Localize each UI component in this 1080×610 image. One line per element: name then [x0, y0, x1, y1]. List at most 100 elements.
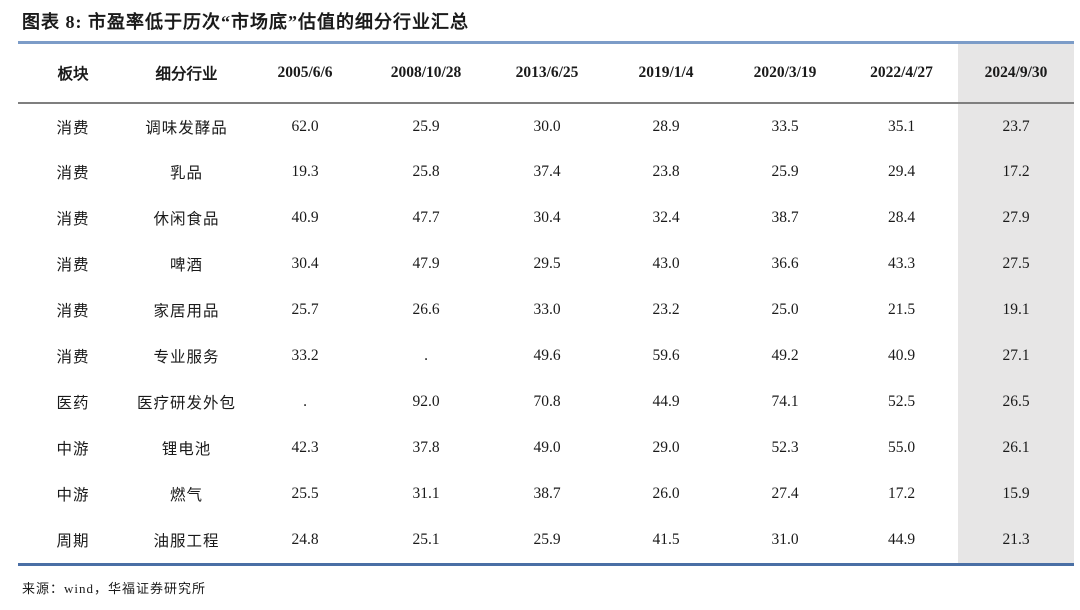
- value-cell: 35.1: [887, 117, 916, 135]
- value-cell: 27.4: [771, 485, 799, 502]
- value-cell: 40.9: [291, 209, 319, 226]
- industry-cell: 啤酒: [169, 257, 203, 274]
- value-cell: 36.6: [771, 255, 799, 272]
- top-rule: [18, 41, 1074, 44]
- value-cell: 28.9: [652, 117, 680, 135]
- value-cell: 24.8: [291, 531, 319, 548]
- column-header: 板块: [18, 44, 128, 104]
- value-cell: 52.5: [887, 393, 916, 410]
- table-row: 消费 专业服务 33.2. 49.6 59.6 49.2 40.9 27.1: [18, 333, 1074, 379]
- value-cell: 25.0: [771, 301, 799, 318]
- table-row: 中游 锂电池 42.3 37.8 49.0 29.0 52.3 55.0 26.1: [18, 425, 1074, 471]
- value-cell: 30.4: [291, 255, 319, 272]
- column-header: 细分行业: [128, 44, 245, 104]
- table-row: 消费 休闲食品 40.9 47.7 30.4 32.4 38.7 28.4 27.9: [18, 195, 1074, 241]
- value-cell: 25.5: [291, 485, 319, 502]
- value-cell: 30.0: [533, 117, 561, 135]
- value-cell: 49.6: [533, 347, 561, 364]
- value-cell: 55.0: [887, 439, 916, 456]
- value-cell: 23.2: [652, 301, 680, 318]
- sector-cell: 医药: [56, 395, 90, 412]
- column-header: 2022/4/27: [845, 44, 958, 104]
- sector-cell: 消费: [56, 119, 90, 137]
- industry-cell: 休闲食品: [153, 211, 220, 228]
- value-cell: 43.0: [652, 255, 680, 272]
- value-cell: 29.5: [533, 255, 561, 272]
- value-cell: 26.6: [412, 301, 440, 318]
- value-cell: 21.3: [958, 517, 1074, 563]
- value-cell: 23.8: [652, 163, 680, 180]
- value-cell: 32.4: [652, 209, 680, 226]
- column-header: 2024/9/30: [958, 44, 1074, 104]
- value-cell: 37.4: [533, 163, 561, 180]
- sector-cell: 消费: [56, 303, 90, 320]
- sector-cell: 消费: [56, 257, 90, 274]
- table-row: 医药 医疗研发外包. 92.0 70.8 44.9 74.1 52.5 26.5: [18, 379, 1074, 425]
- figure-title: 图表 8: 市盈率低于历次“市场底”估值的细分行业汇总: [22, 12, 469, 32]
- value-cell: 33.5: [771, 117, 799, 135]
- value-cell: 25.7: [291, 301, 319, 318]
- value-cell: 23.7: [958, 103, 1074, 149]
- sector-cell: 消费: [56, 165, 90, 182]
- value-cell: 17.2: [958, 149, 1074, 195]
- table-row: 消费 乳品 19.3 25.8 37.4 23.8 25.9 29.4 17.2: [18, 149, 1074, 195]
- value-cell: 62.0: [291, 117, 319, 135]
- value-cell: 26.1: [958, 425, 1074, 471]
- value-cell: 26.0: [652, 485, 680, 502]
- value-cell: 28.4: [887, 209, 916, 226]
- column-header: 2008/10/28: [365, 44, 487, 104]
- value-cell: 29.0: [652, 439, 680, 456]
- column-header: 2013/6/25: [487, 44, 607, 104]
- industry-cell: 专业服务: [153, 349, 220, 366]
- value-cell: 21.5: [887, 301, 916, 318]
- value-cell: 33.0: [533, 301, 561, 318]
- column-header: 2019/1/4: [607, 44, 725, 104]
- value-cell: 40.9: [887, 347, 916, 364]
- industry-cell: 燃气: [169, 487, 203, 504]
- sector-cell: 周期: [56, 533, 90, 550]
- source-note: 来源：wind，华福证券研究所: [22, 581, 207, 596]
- table-row: 消费 家居用品 25.7 26.6 33.0 23.2 25.0 21.5 19.1: [18, 287, 1074, 333]
- table-row: 中游 燃气 25.5 31.1 38.7 26.0 27.4 17.2 15.9: [18, 471, 1074, 517]
- industry-cell: 油服工程: [153, 533, 220, 550]
- sector-cell: 中游: [56, 487, 90, 504]
- value-cell: .: [424, 347, 428, 364]
- value-cell: 25.1: [412, 531, 440, 548]
- value-cell: 92.0: [412, 393, 440, 410]
- value-cell: 49.0: [533, 439, 561, 456]
- value-cell: 27.1: [958, 333, 1074, 379]
- value-cell: 59.6: [652, 347, 680, 364]
- value-cell: 44.9: [652, 393, 680, 410]
- industry-cell: 家居用品: [153, 303, 220, 320]
- value-cell: 33.2: [291, 347, 319, 364]
- value-cell: 19.1: [958, 287, 1074, 333]
- value-cell: 31.1: [412, 485, 440, 502]
- value-cell: 47.7: [412, 209, 440, 226]
- value-cell: 47.9: [412, 255, 440, 272]
- value-cell: 27.5: [958, 241, 1074, 287]
- industry-cell: 乳品: [169, 165, 203, 182]
- industry-cell: 医疗研发外包: [136, 395, 236, 412]
- value-cell: 25.9: [533, 531, 561, 548]
- value-cell: 19.3: [291, 163, 319, 180]
- sector-cell: 中游: [56, 441, 90, 458]
- value-cell: 27.9: [958, 195, 1074, 241]
- value-cell: 15.9: [958, 471, 1074, 517]
- column-header: 2020/3/19: [725, 44, 845, 104]
- value-cell: 43.3: [887, 255, 916, 272]
- table-row: 周期 油服工程 24.8 25.1 25.9 41.5 31.0 44.9 21.3: [18, 517, 1074, 563]
- table-row: 消费 啤酒 30.4 47.9 29.5 43.0 36.6 43.3 27.5: [18, 241, 1074, 287]
- bottom-rule: [18, 563, 1074, 566]
- value-cell: 44.9: [887, 531, 916, 548]
- value-cell: 49.2: [771, 347, 799, 364]
- pe-table: 板块 细分行业 2005/6/6 2008/10/28 2013/6/25 2019/1/…: [18, 44, 1074, 563]
- value-cell: 30.4: [533, 209, 561, 226]
- sector-cell: 消费: [56, 211, 90, 228]
- industry-cell: 调味发酵品: [145, 119, 228, 137]
- industry-cell: 锂电池: [161, 441, 212, 458]
- value-cell: 25.9: [412, 117, 440, 135]
- value-cell: 41.5: [652, 531, 680, 548]
- table-row: 消费 调味发酵品 62.0 25.9 30.0 28.9 33.5 35.1 23.7: [18, 103, 1074, 149]
- value-cell: 70.8: [533, 393, 561, 410]
